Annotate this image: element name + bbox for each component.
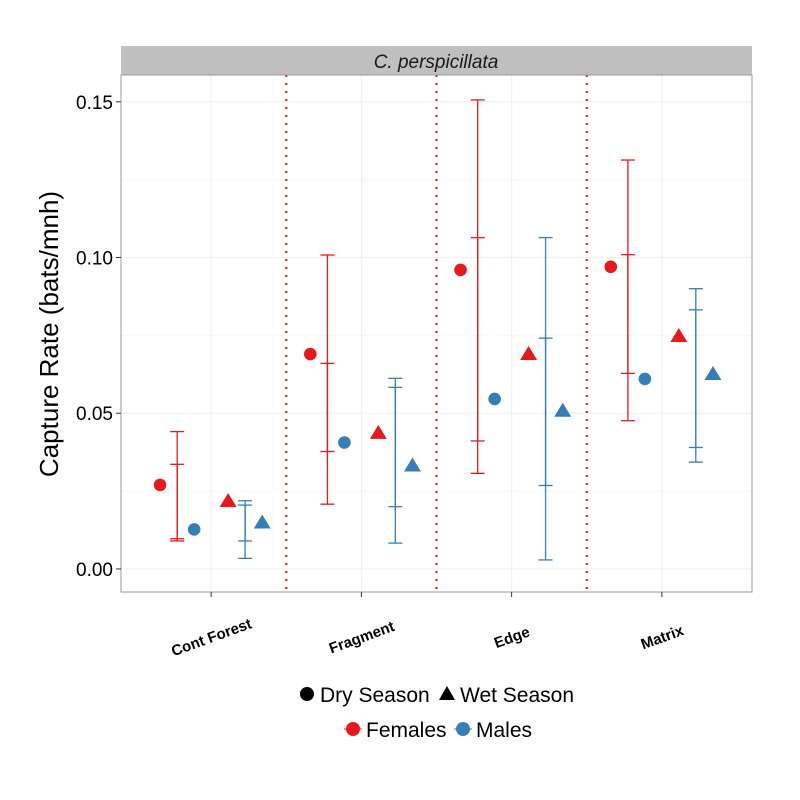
legend: Dry Season Wet Season Females Males — [300, 684, 574, 742]
point-males-wet-season — [253, 514, 271, 529]
point-females-wet-season — [670, 327, 688, 342]
legend-wet-season-label: Wet Season — [460, 684, 574, 707]
x-tick-label: Cont Forest — [169, 615, 254, 660]
y-tick-label: 0.05 — [76, 404, 113, 425]
point-males-wet-season — [704, 365, 722, 380]
point-females-wet-season — [219, 493, 237, 508]
legend-dry-season-label: Dry Season — [320, 684, 430, 707]
point-males-wet-season — [403, 457, 421, 472]
point-males-dry-season — [488, 392, 501, 406]
legend-females-label: Females — [366, 719, 447, 742]
point-males-dry-season — [638, 372, 652, 386]
legend-males-label: Males — [476, 719, 532, 742]
data-marks — [153, 99, 722, 561]
strip-title: C. perspicillata — [374, 52, 499, 73]
point-males-dry-season — [338, 436, 351, 449]
legend-wet-season-key — [439, 686, 455, 700]
y-tick-label: 0.10 — [76, 249, 113, 270]
point-females-dry-season — [604, 260, 618, 274]
panel-border — [120, 74, 753, 593]
y-tick-label: 0.00 — [76, 560, 113, 581]
point-males-dry-season — [187, 523, 201, 536]
y-tick-label: 0.15 — [76, 93, 113, 114]
x-tick-label: Edge — [492, 624, 532, 653]
legend-dry-season-key — [300, 687, 314, 701]
y-axis-label: Capture Rate (bats/mnh) — [34, 191, 64, 477]
point-females-dry-season — [454, 263, 467, 277]
strip-background — [121, 46, 752, 75]
point-females-wet-season — [520, 346, 538, 361]
point-females-wet-season — [369, 424, 387, 439]
plot-panel — [121, 75, 752, 592]
point-males-wet-season — [554, 402, 572, 417]
x-tick-label: Matrix — [639, 622, 687, 653]
point-females-dry-season — [304, 347, 317, 361]
x-tick-label: Fragment — [327, 618, 397, 657]
point-females-dry-season — [153, 478, 167, 492]
